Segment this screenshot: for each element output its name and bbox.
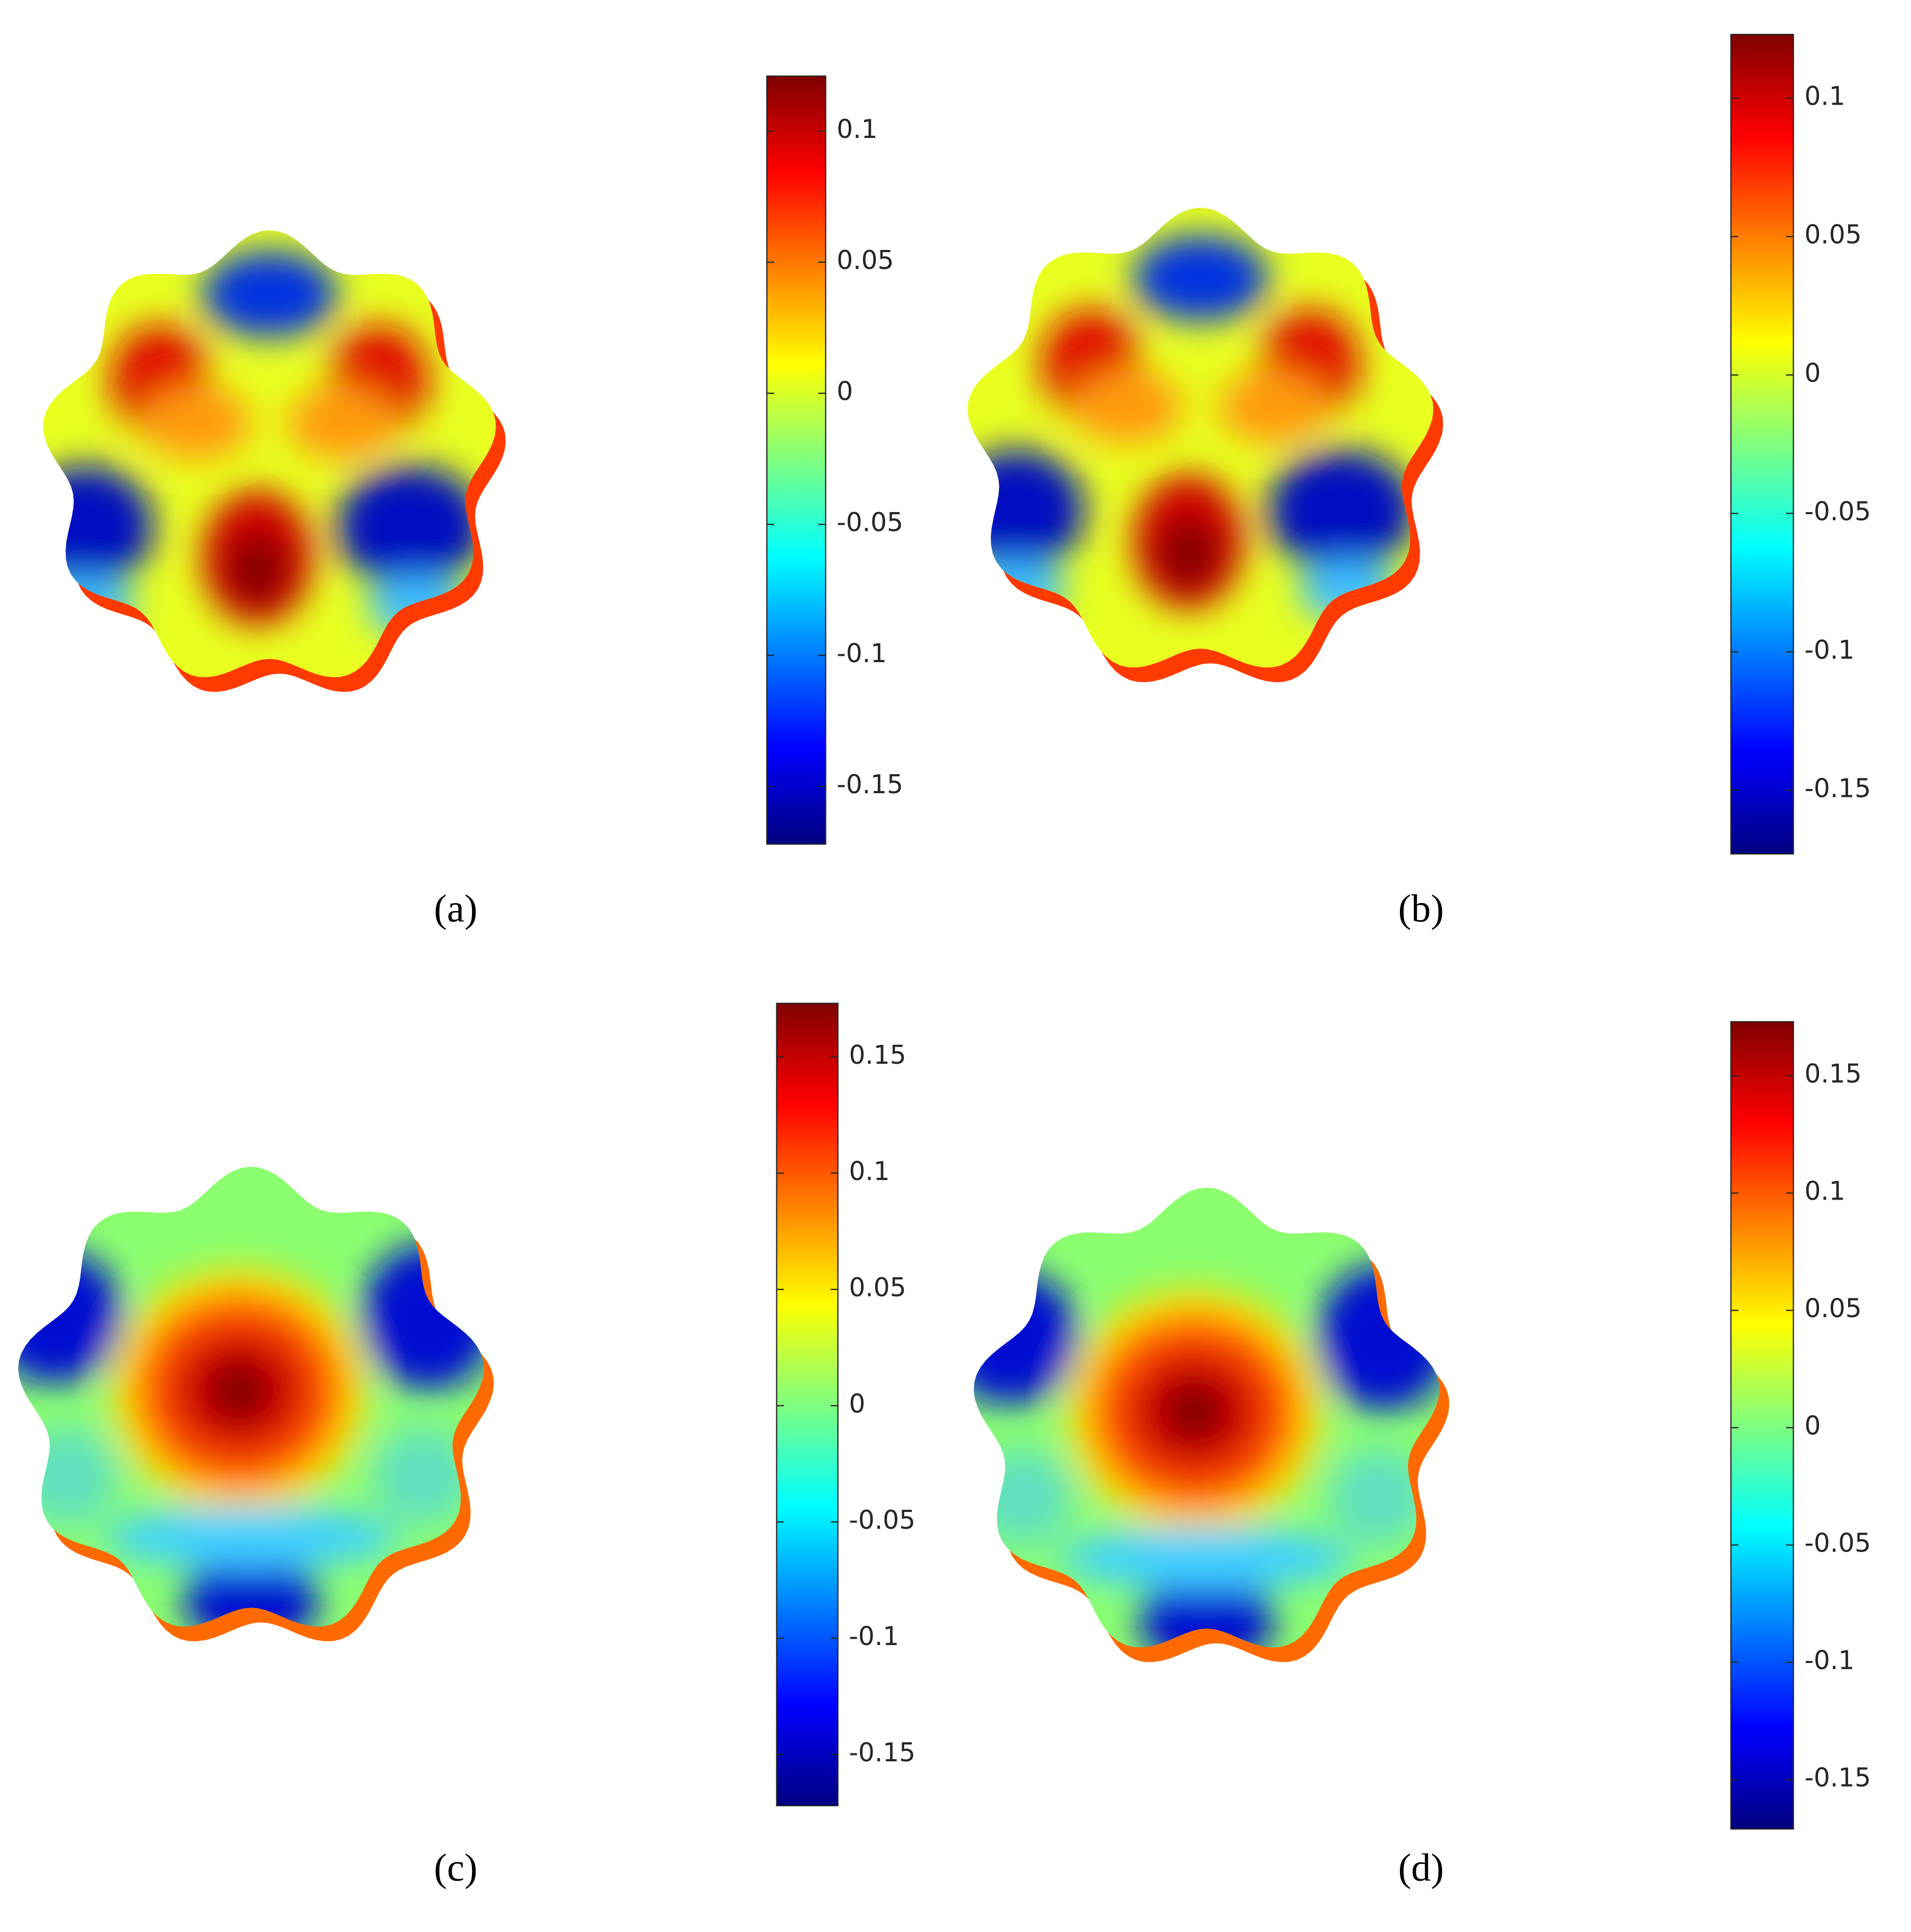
tick-label: -0.1 [837, 639, 887, 668]
surface-patch [973, 1448, 1072, 1546]
surface-patch [18, 1427, 117, 1526]
tick-label: 0.15 [849, 1041, 906, 1070]
tick-label: -0.05 [1804, 1529, 1871, 1558]
surface-patch [968, 560, 1066, 621]
panel-label: (c) [434, 1846, 477, 1890]
tick-label: -0.05 [837, 508, 903, 537]
tick-label: 0.05 [1804, 1294, 1861, 1324]
surface [18, 1166, 494, 1641]
tick-label: 0.05 [837, 246, 894, 275]
tick-label: -0.15 [837, 770, 903, 800]
tick-label: 0 [849, 1389, 865, 1419]
tick-label: 0.05 [1804, 220, 1861, 250]
tick-label: -0.15 [849, 1738, 915, 1768]
surface-patch [1268, 449, 1415, 572]
tick-label: 0 [837, 377, 853, 406]
tick-label: 0 [1804, 1411, 1821, 1441]
tick-label: 0.1 [849, 1157, 889, 1186]
surface-shading [18, 1243, 484, 1627]
panel-label: (b) [1398, 887, 1444, 931]
surface [43, 230, 506, 692]
surface-patch [361, 1243, 484, 1391]
surface-patch [1133, 235, 1268, 321]
surface-patch [967, 449, 1084, 572]
surface-patch [287, 386, 398, 460]
surface-patch [973, 1270, 1078, 1405]
panel-label: (d) [1398, 1846, 1444, 1890]
panel-label: (a) [434, 887, 477, 931]
surface-patch [1072, 370, 1182, 444]
surface-patch [1164, 1380, 1225, 1442]
tick-label: 0 [1804, 359, 1821, 388]
tick-label: 0.15 [1804, 1060, 1861, 1089]
tick-label: 0.1 [1804, 1177, 1845, 1206]
surface-patch [1219, 370, 1329, 444]
surface-patch [226, 533, 288, 607]
surface-patch [141, 386, 252, 460]
tick-label: 0.05 [849, 1273, 906, 1303]
surface [973, 1187, 1450, 1662]
surface-patch [1060, 1527, 1354, 1589]
tick-label: -0.05 [1804, 497, 1871, 527]
tick-label: -0.15 [1804, 1763, 1871, 1793]
surface-shading [973, 1264, 1440, 1648]
surface [967, 207, 1443, 682]
colorbar [1730, 1021, 1794, 1830]
tick-label: 0.1 [1804, 82, 1845, 112]
colorbar [776, 1002, 839, 1807]
tick-label: -0.15 [1804, 774, 1871, 803]
surface-patch [104, 1507, 398, 1568]
surface-patch [202, 251, 337, 337]
surface-patch [1316, 1264, 1440, 1411]
surface-patch [1329, 1448, 1427, 1546]
surface-patch [1157, 517, 1219, 591]
tick-label: -0.05 [849, 1506, 915, 1535]
tick-label: -0.1 [849, 1622, 899, 1651]
tick-label: 0.1 [837, 115, 877, 144]
surface-patch [208, 1360, 270, 1422]
surface-patch [373, 1427, 472, 1526]
tick-label: -0.1 [1804, 1646, 1854, 1676]
colorbar [766, 75, 827, 845]
surface-patch [43, 466, 153, 588]
surface-patch [337, 466, 484, 588]
tick-label: -0.1 [1804, 635, 1854, 665]
colorbar [1730, 34, 1794, 855]
